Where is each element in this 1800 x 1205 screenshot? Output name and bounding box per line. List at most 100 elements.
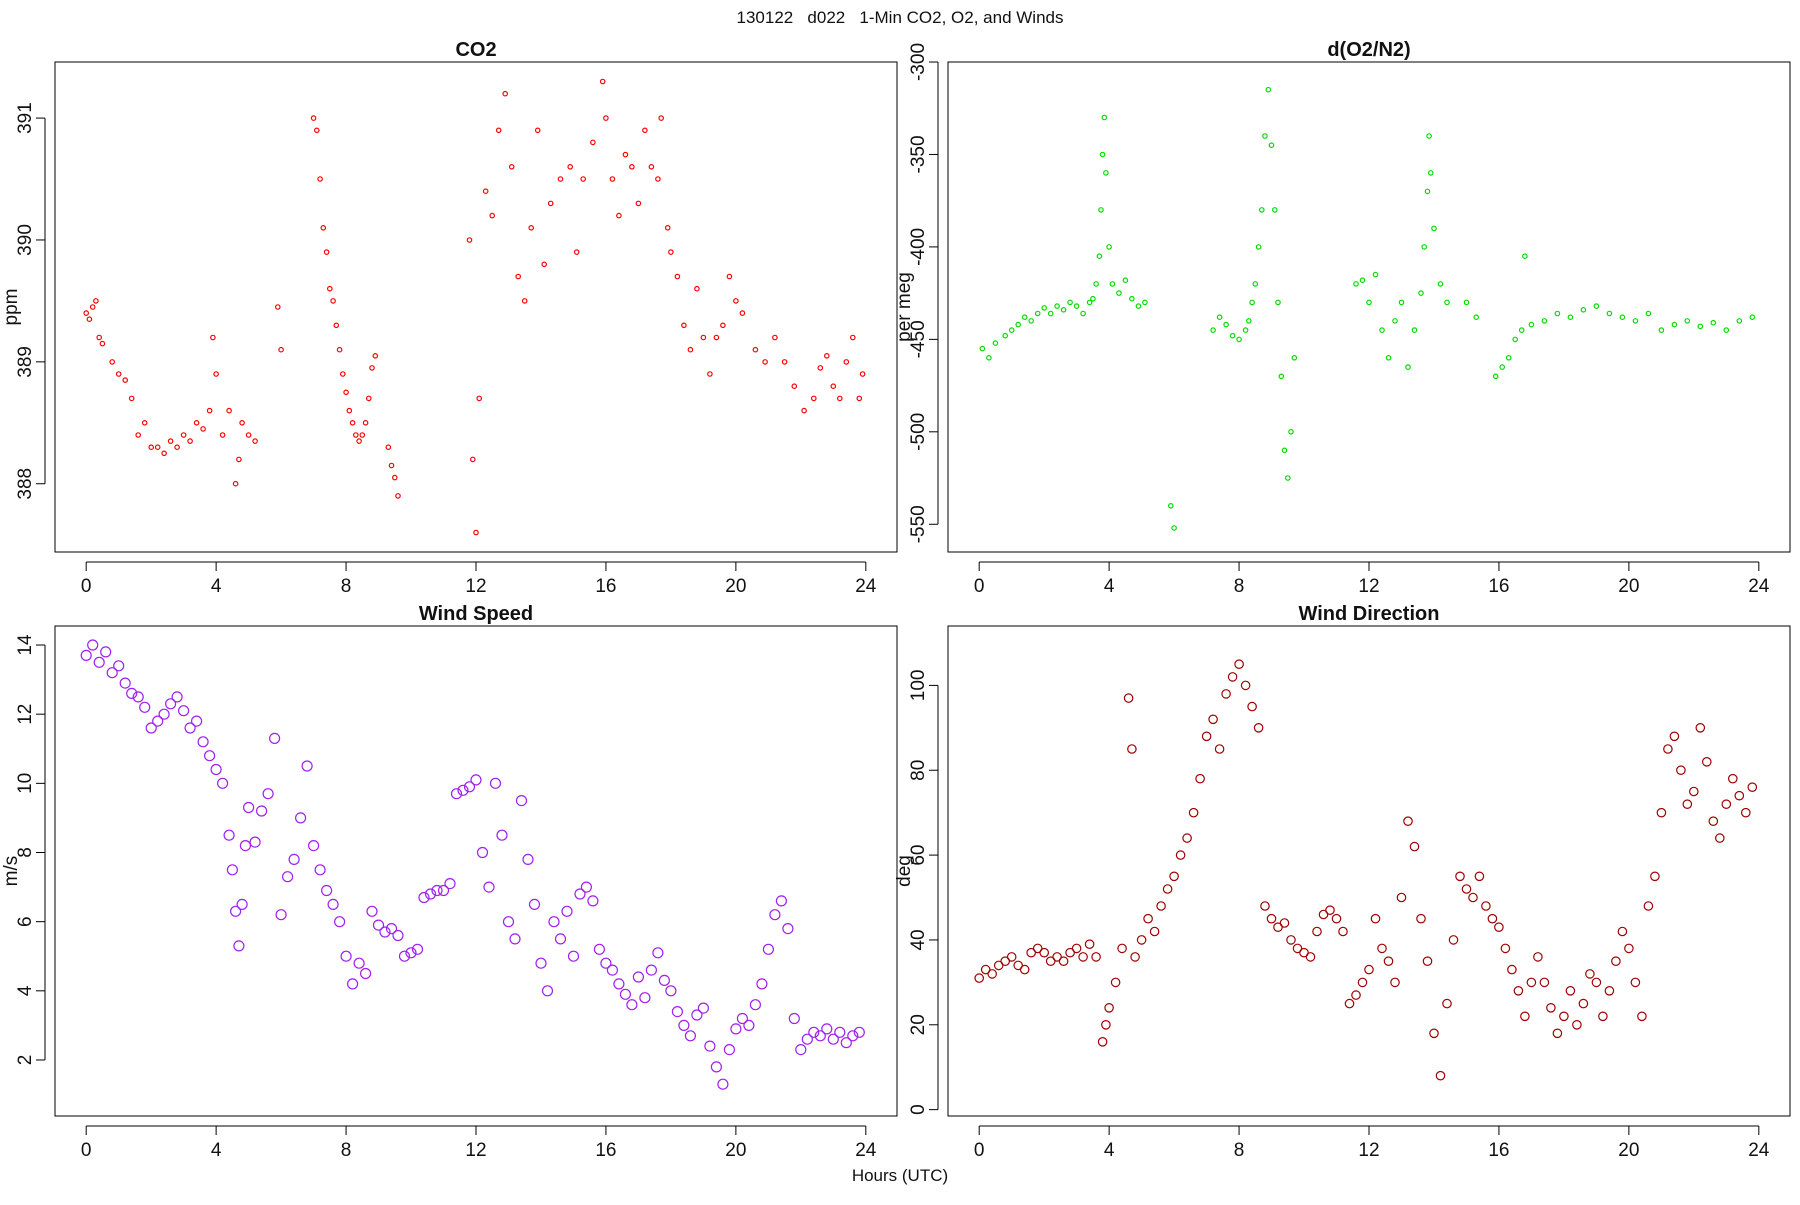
data-point <box>587 895 599 907</box>
data-point <box>1541 318 1548 324</box>
data-point <box>1392 318 1398 324</box>
data-point <box>457 784 469 796</box>
x-tick-label: 16 <box>1488 1140 1509 1161</box>
data-point <box>444 877 456 890</box>
data-point <box>356 438 362 444</box>
data-point <box>1227 672 1238 682</box>
data-point <box>1168 502 1174 509</box>
data-point <box>1122 277 1129 284</box>
data-point <box>230 905 242 917</box>
data-point <box>1101 114 1108 121</box>
data-point <box>1695 722 1706 733</box>
data-point <box>1093 281 1099 287</box>
data-point <box>1216 314 1223 321</box>
data-point <box>1208 714 1218 725</box>
data-point <box>1468 892 1478 903</box>
data-point <box>849 334 856 341</box>
data-point <box>1591 977 1602 988</box>
data-point <box>466 237 473 243</box>
data-point <box>483 881 495 893</box>
data-point <box>726 273 733 280</box>
data-point <box>697 1002 710 1014</box>
y-tick-label: 389 <box>15 346 36 378</box>
data-point <box>599 78 606 85</box>
data-point <box>343 389 349 396</box>
data-point <box>743 1019 755 1032</box>
data-point <box>856 395 863 402</box>
data-point <box>548 916 560 928</box>
data-point <box>769 909 781 921</box>
data-point <box>801 407 807 414</box>
data-point <box>678 1019 690 1032</box>
data-point <box>1253 722 1264 733</box>
data-point <box>1708 816 1719 826</box>
data-point <box>158 708 170 720</box>
y-axis-label: m/s <box>1 856 22 887</box>
data-point <box>1656 807 1667 818</box>
data-point <box>1663 744 1673 754</box>
data-point <box>369 365 375 371</box>
data-point <box>278 346 284 353</box>
y-tick-label: 6 <box>15 916 36 927</box>
data-point <box>684 1030 697 1042</box>
x-tick-label: 12 <box>1358 576 1379 597</box>
data-point <box>1201 731 1212 742</box>
data-point <box>269 732 281 745</box>
data-point <box>834 1026 846 1038</box>
data-point <box>1424 188 1431 195</box>
y-tick-label: 20 <box>908 1014 929 1035</box>
x-tick-label: 0 <box>81 1140 92 1161</box>
data-point <box>141 419 148 426</box>
data-point <box>360 967 372 980</box>
data-point <box>252 438 258 444</box>
data-point <box>200 426 206 432</box>
data-point <box>310 115 317 121</box>
data-point <box>256 805 268 817</box>
data-point <box>362 419 369 426</box>
data-point <box>534 127 541 134</box>
data-point <box>115 371 122 377</box>
data-point <box>1418 290 1424 296</box>
data-point <box>1499 364 1506 370</box>
data-point <box>557 176 564 182</box>
data-point <box>635 200 642 207</box>
data-point <box>1617 926 1628 937</box>
data-point <box>145 722 157 734</box>
data-point <box>1060 306 1067 313</box>
data-point <box>840 1037 852 1049</box>
data-point <box>1259 207 1265 213</box>
data-point <box>609 176 616 182</box>
data-point <box>93 656 105 668</box>
data-point <box>1288 428 1294 435</box>
data-point <box>379 926 391 938</box>
data-point <box>431 884 443 897</box>
data-point <box>986 354 992 361</box>
data-point <box>655 176 661 182</box>
data-point <box>788 1012 800 1025</box>
data-point <box>119 677 131 689</box>
data-points <box>83 78 866 536</box>
data-point <box>1188 807 1199 818</box>
data-point <box>1567 314 1574 321</box>
data-point <box>1422 956 1433 966</box>
data-point <box>704 1040 716 1052</box>
x-tick-label: 0 <box>974 576 985 597</box>
data-point <box>606 964 619 976</box>
data-point <box>1078 952 1088 962</box>
data-point <box>1135 303 1142 309</box>
data-point <box>313 127 320 134</box>
data-point <box>1305 952 1316 962</box>
data-point <box>323 249 330 255</box>
data-point <box>528 898 541 911</box>
data-point <box>1019 964 1030 975</box>
data-point <box>730 1023 742 1035</box>
data-point <box>1734 790 1745 801</box>
data-point <box>1268 142 1275 149</box>
data-point <box>1286 935 1296 945</box>
data-point <box>1084 939 1095 949</box>
x-tick-label: 24 <box>855 1140 877 1161</box>
data-point <box>814 1030 826 1042</box>
data-point <box>274 304 281 310</box>
data-point <box>1512 336 1519 343</box>
